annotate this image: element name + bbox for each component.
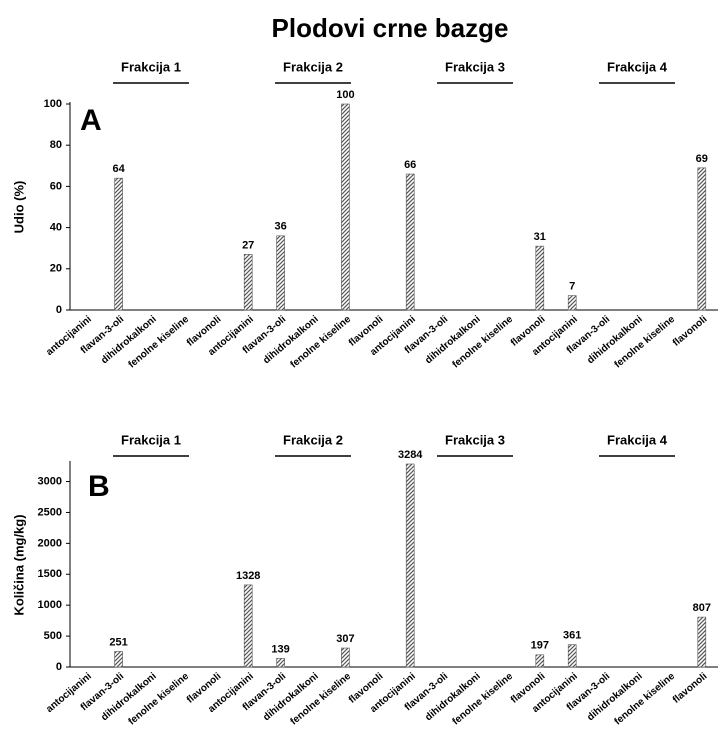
x-tick-label: fenolne kiseline [288,314,353,371]
y-tick-label: 2000 [38,537,62,549]
value-label: 197 [531,640,549,652]
x-tick-label: dihidrokalkoni [585,671,645,723]
bar [535,654,545,668]
value-label: 3284 [398,449,423,461]
x-tick-label: dihidrokalkoni [99,671,159,723]
value-label: 251 [109,636,127,648]
value-label: 31 [534,231,546,243]
group-label: Frakcija 1 [121,432,181,447]
y-tick-label: 1000 [38,599,62,611]
bar [243,584,253,668]
group-label: Frakcija 3 [445,59,505,74]
x-tick-label: fenolne kiseline [612,314,677,371]
bar [567,644,577,668]
bar [341,647,350,668]
x-tick-label: dihidrokalkoni [585,314,645,366]
value-label: 7 [569,280,575,292]
y-tick-label: 0 [56,661,62,673]
bar [697,616,707,668]
value-label: 1328 [236,570,260,582]
bar [114,651,123,668]
x-tick-label: dihidrokalkoni [261,671,321,723]
y-tick-label: 20 [50,263,62,275]
group-label: Frakcija 2 [283,59,343,74]
x-tick-label: flavonoli [671,671,710,706]
y-tick-label: 80 [50,139,62,151]
y-tick-label: 3000 [38,475,62,487]
value-label: 361 [563,630,581,642]
y-axis-label: Količina (mg/kg) [11,514,26,615]
group-label: Frakcija 2 [283,432,343,447]
x-tick-label: fenolne kiseline [450,671,515,728]
value-label: 807 [693,602,711,614]
y-tick-label: 2500 [38,506,62,518]
y-tick-label: 40 [50,222,62,234]
value-label: 69 [696,153,708,165]
bar [697,167,707,311]
bar [567,295,577,311]
group-label: Frakcija 1 [121,59,181,74]
x-tick-label: fenolne kiseline [612,671,677,728]
y-tick-label: 0 [56,304,62,316]
value-label: 27 [242,239,254,251]
x-tick-label: fenolne kiseline [126,671,191,728]
panel-label: A [80,104,102,137]
value-label: 36 [274,221,286,233]
x-tick-label: dihidrokalkoni [261,314,321,366]
group-label: Frakcija 4 [607,59,668,74]
x-tick-label: dihidrokalkoni [423,671,483,723]
value-label: 307 [336,633,354,645]
bar [405,173,415,311]
bar [405,463,415,668]
value-label: 66 [404,159,416,171]
group-label: Frakcija 3 [445,432,505,447]
y-tick-label: 100 [44,98,62,110]
y-axis-label: Udio (%) [11,181,26,234]
group-label: Frakcija 4 [607,432,668,447]
bar [114,177,123,311]
y-tick-label: 500 [44,630,62,642]
bar [276,235,285,311]
bar [243,254,253,311]
value-label: 139 [271,643,289,655]
chart-title: Plodovi crne bazge [272,13,509,43]
y-tick-label: 1500 [38,568,62,580]
bar [535,245,545,311]
x-tick-label: flavonoli [671,314,710,349]
x-tick-label: dihidrokalkoni [423,314,483,366]
y-tick-label: 60 [50,180,62,192]
x-tick-label: dihidrokalkoni [99,314,159,366]
value-label: 100 [336,89,354,101]
x-tick-label: fenolne kiseline [288,671,353,728]
bar [276,658,285,668]
x-tick-label: fenolne kiseline [126,314,191,371]
value-label: 64 [112,163,125,175]
panel-label: B [88,470,110,503]
bar [341,103,350,311]
x-tick-label: fenolne kiseline [450,314,515,371]
